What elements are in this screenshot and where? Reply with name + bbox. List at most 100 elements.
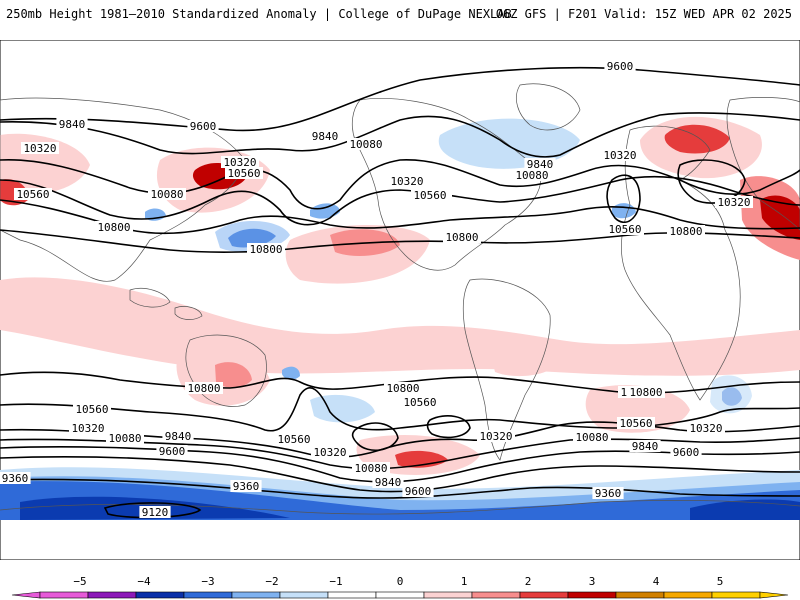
colorbar-tick-label: 1 (461, 575, 468, 588)
contour-label-text: 9120 (142, 506, 169, 519)
contour-label-text: 9600 (405, 485, 432, 498)
contour-label-text: 10320 (717, 196, 750, 209)
contour-label: 10320 (715, 196, 753, 209)
colorbar-bins (11, 591, 789, 599)
contour-label-text: 10800 (187, 382, 220, 395)
contour-label-text: 10080 (575, 431, 608, 444)
contour-label-text: 10320 (23, 142, 56, 155)
colorbar-bin (471, 591, 521, 599)
contour-9840-north (0, 112, 800, 158)
colorbar-bin (39, 591, 89, 599)
contour-label-text: 9600 (190, 120, 217, 133)
contour-label: 9840 (524, 158, 556, 171)
contour-label-text: 10560 (413, 189, 446, 202)
contour-label-text: 10560 (403, 396, 436, 409)
contour-label: 10800 (667, 225, 705, 238)
contour-label: 10560 (606, 223, 644, 236)
neg-anomaly-antarctic-core2 (690, 499, 800, 520)
contour-label-text: 10080 (349, 138, 382, 151)
contour-10080-south (0, 437, 800, 470)
anomaly-colorbar: −5 −4 −3 −2 −1 0 1 2 3 4 5 (11, 575, 789, 599)
contour-label: 10320 (601, 149, 639, 162)
colorbar-tick-label: 5 (717, 575, 724, 588)
neg-anomaly-s-pacific-west (310, 394, 375, 423)
map-header: 250mb Height 1981–2010 Standardized Anom… (0, 0, 800, 30)
contour-label: 10080 (352, 462, 390, 475)
contour-label-text: 10800 (445, 231, 478, 244)
colorbar-bin (519, 591, 569, 599)
contour-label-text: 10320 (313, 446, 346, 459)
colorbar-tick-label: −3 (201, 575, 214, 588)
contour-10800-north (0, 229, 800, 253)
colorbar-bin (567, 591, 617, 599)
contour-label-text: 10320 (603, 149, 636, 162)
contour-label-text: 9600 (159, 445, 186, 458)
contour-label-text: 9840 (59, 118, 86, 131)
colorbar-tick-label: −2 (265, 575, 278, 588)
colorbar-tick-label: 2 (525, 575, 532, 588)
coast-australia (185, 334, 267, 407)
neg-anomaly-sw-pacific (282, 366, 300, 380)
contour-label-text: 10080 (150, 188, 183, 201)
pos-anomaly-n-europe-core (664, 124, 730, 154)
colorbar-bin (327, 591, 377, 599)
coastline-layer (0, 83, 800, 515)
colorbar-tick-label: 4 (653, 575, 660, 588)
contour-label: 10320 (687, 422, 725, 435)
contour-label: 10320 (311, 446, 349, 459)
contour-label-text: 10560 (608, 223, 641, 236)
contour-label: 10080 (347, 138, 385, 151)
map-title: 250mb Height 1981–2010 Standardized Anom… (6, 7, 512, 21)
colorbar-tick-label: −5 (73, 575, 86, 588)
contour-label-text: 10080 (515, 169, 548, 182)
contour-label-text: 10320 (223, 156, 256, 169)
model-run-info: 06Z GFS | F201 Valid: 15Z WED APR 02 202… (495, 7, 792, 21)
contour-label: 9840 (309, 130, 341, 143)
contour-label: 10560 (411, 189, 449, 202)
contour-label-text: 10320 (71, 422, 104, 435)
contour-10560-south (0, 387, 800, 432)
contour-label-text: 10320 (479, 430, 512, 443)
contour-label-text: 10800 (386, 382, 419, 395)
contour-label-text: 10800 (97, 221, 130, 234)
colorbar-min-arrow (11, 591, 41, 599)
contour-9120-closed (103, 502, 202, 519)
contour-label-text: 9840 (527, 158, 554, 171)
contour-label: 10560 (401, 396, 439, 409)
contour-label-text: 9600 (673, 446, 700, 459)
colorbar-bin (663, 591, 713, 599)
contour-label: 10080 (148, 188, 186, 201)
contour-label: 10800 (443, 231, 481, 244)
anomaly-fill-layer (0, 116, 800, 520)
colorbar-bin (279, 591, 329, 599)
coast-asia (0, 97, 246, 282)
contour-label: 9600 (670, 446, 702, 459)
colorbar-tick-label: −1 (329, 575, 342, 588)
contour-label: 10320 (477, 430, 515, 443)
coast-africa-europe (621, 125, 741, 401)
contour-label-text: 10320 (689, 422, 722, 435)
pos-anomaly-australia-core (215, 362, 252, 388)
contour-label: 10560 (14, 188, 52, 201)
colorbar-bin (615, 591, 665, 599)
contour-label: 10320 (388, 175, 426, 188)
contour-label: 9600 (402, 485, 434, 498)
contour-label-text: 9840 (632, 440, 659, 453)
colorbar-bin (87, 591, 137, 599)
contour-closed-s-pacific-1 (351, 422, 399, 451)
colorbar-ticks: −5 −4 −3 −2 −1 0 1 2 3 4 5 (73, 575, 723, 588)
contour-label-text: 9840 (312, 130, 339, 143)
contour-label-text: 10800 (629, 386, 662, 399)
contour-label: 9360 (230, 480, 262, 493)
contour-10560-north (0, 199, 800, 235)
colorbar-max-arrow (759, 591, 789, 599)
coast-greenland (516, 83, 581, 131)
contour-label-text: 10560 (277, 433, 310, 446)
contour-label: 10800 (627, 386, 665, 399)
coast-asia-east (726, 97, 800, 231)
contour-label-text: 9600 (607, 60, 634, 73)
colorbar-tick-label: −4 (137, 575, 151, 588)
coast-north-america (351, 98, 542, 271)
